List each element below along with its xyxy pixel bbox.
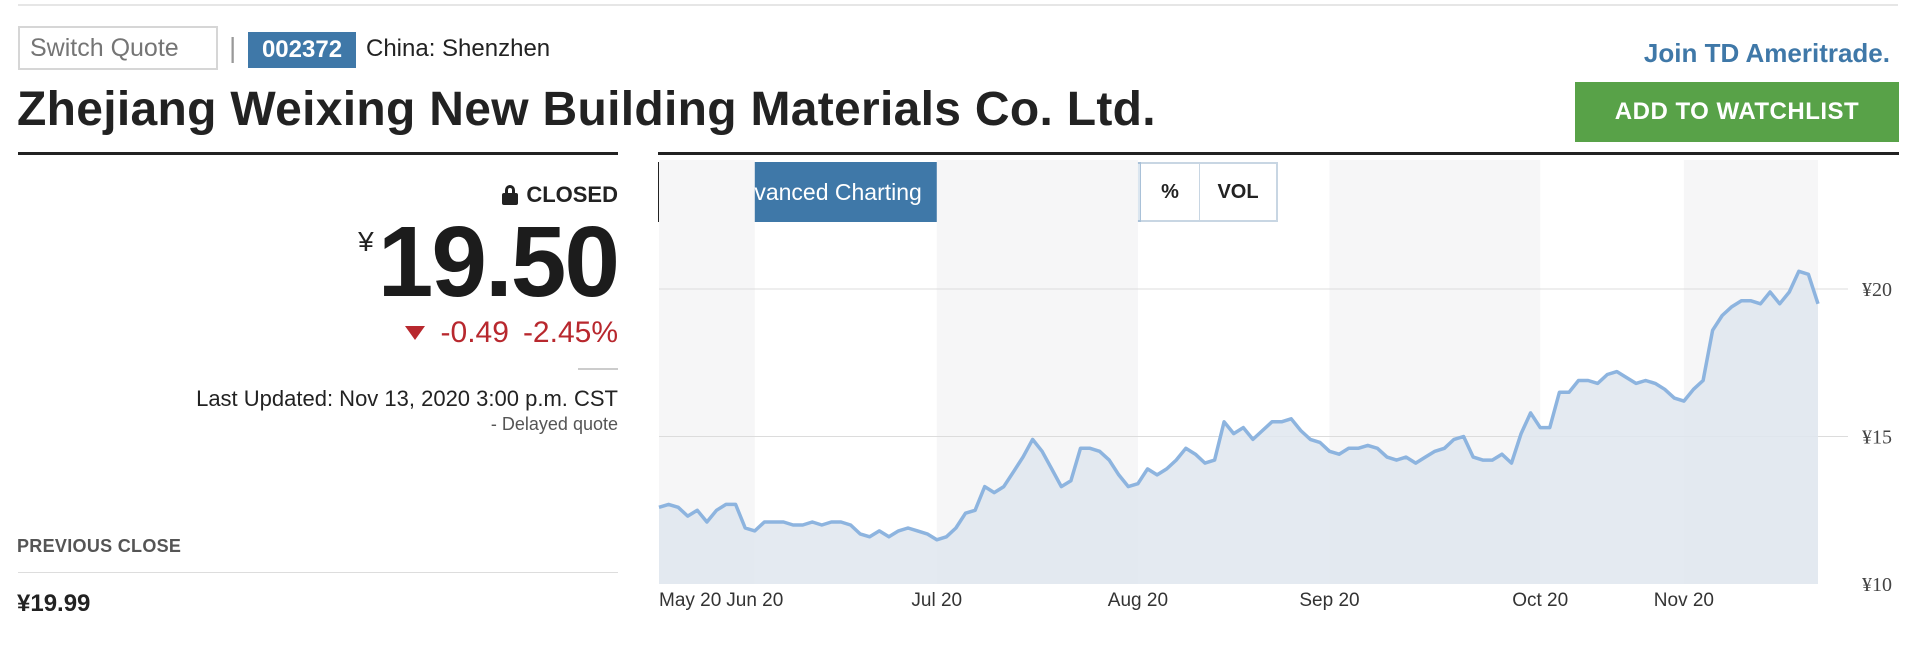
short-divider bbox=[578, 368, 618, 370]
add-to-watchlist-button[interactable]: ADD TO WATCHLIST bbox=[1575, 82, 1899, 142]
y-tick-label: ¥10 bbox=[1862, 574, 1892, 596]
ticker-badge: 002372 bbox=[248, 32, 356, 68]
company-name: Zhejiang Weixing New Building Materials … bbox=[17, 83, 1156, 136]
exchange-label: China: Shenzhen bbox=[366, 35, 551, 62]
x-tick-label: Sep 20 bbox=[1299, 590, 1359, 611]
chart-divider bbox=[658, 152, 1899, 155]
down-arrow-icon bbox=[404, 326, 425, 340]
x-tick-label: Oct 20 bbox=[1512, 590, 1568, 611]
price-line bbox=[658, 269, 1820, 542]
join-td-ameritrade-link[interactable]: Join TD Ameritrade. bbox=[1643, 38, 1890, 68]
top-divider bbox=[18, 4, 1898, 6]
price-change: -0.49 -2.45% bbox=[404, 316, 618, 350]
change-percent: -2.45% bbox=[522, 316, 618, 349]
mode-percent-button[interactable]: % bbox=[1141, 162, 1201, 222]
market-status: CLOSED bbox=[502, 182, 618, 208]
mode-volume-button[interactable]: VOL bbox=[1200, 162, 1278, 222]
last-updated: Last Updated: Nov 13, 2020 3:00 p.m. CST bbox=[196, 386, 618, 411]
x-tick-label: May 20 bbox=[659, 590, 721, 611]
chart-y-axis: ¥10 ¥15 ¥20 bbox=[1862, 279, 1892, 596]
currency-symbol: ¥ bbox=[358, 226, 374, 257]
chart-x-axis: May 20 Jun 20 Jul 20 Aug 20 Sep 20 Oct 20 Nov … bbox=[659, 590, 1714, 611]
switch-quote-input[interactable] bbox=[18, 26, 218, 70]
price-area bbox=[659, 271, 1818, 584]
header-separator: | bbox=[229, 32, 237, 63]
delayed-quote-note: - Delayed quote bbox=[490, 414, 618, 434]
previous-close-label: PREVIOUS CLOSE bbox=[17, 536, 182, 556]
x-tick-label: Jul 20 bbox=[911, 590, 962, 611]
market-status-label: CLOSED bbox=[526, 182, 618, 207]
change-value: -0.49 bbox=[440, 316, 509, 349]
lock-icon bbox=[502, 185, 519, 205]
price-display: ¥ 19.50 bbox=[358, 206, 620, 318]
x-tick-label: Nov 20 bbox=[1654, 590, 1714, 611]
previous-close-value: ¥19.99 bbox=[17, 590, 91, 617]
y-tick-label: ¥15 bbox=[1862, 427, 1892, 449]
x-tick-label: Aug 20 bbox=[1108, 590, 1168, 611]
quote-divider bbox=[18, 152, 618, 155]
chart-area-layer bbox=[658, 269, 1820, 584]
previous-close-divider bbox=[18, 572, 618, 573]
y-tick-label: ¥20 bbox=[1862, 279, 1892, 301]
last-price: 19.50 bbox=[377, 206, 620, 318]
x-tick-label: Jun 20 bbox=[726, 590, 783, 611]
